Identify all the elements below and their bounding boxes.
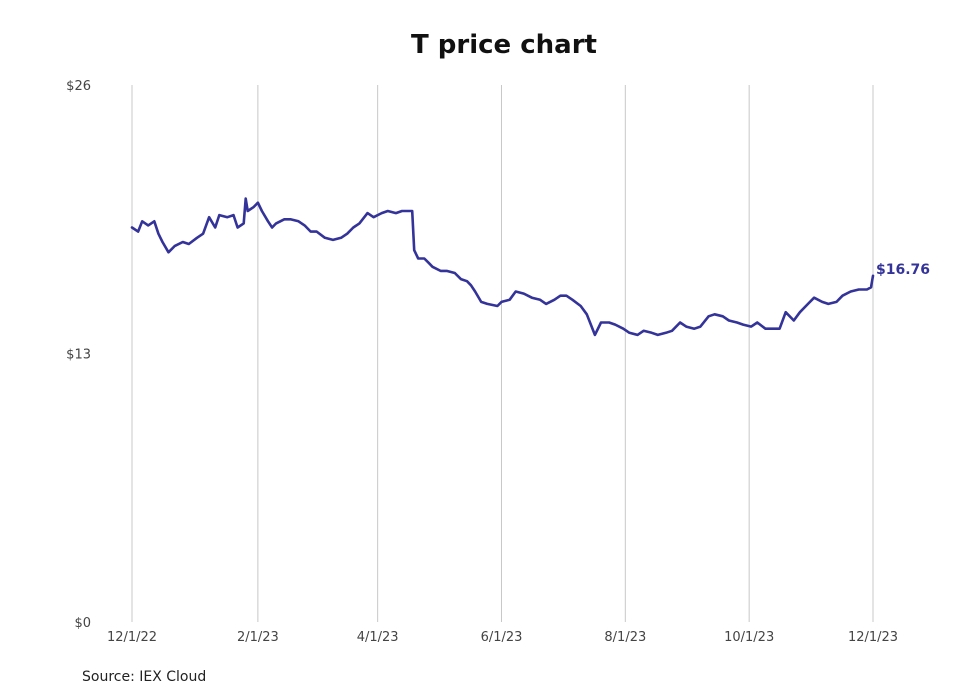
series-layer: $16.76 [130,197,930,337]
source-note: Source: IEX Cloud [82,669,207,685]
x-tick-label: 12/1/23 [848,630,898,645]
y-tick-label: $13 [66,348,91,363]
x-tick-label: 4/1/23 [357,630,399,645]
chart-title: T price chart [411,30,597,60]
x-tick-label: 2/1/23 [237,630,279,645]
x-tick-label: 6/1/23 [481,630,523,645]
x-tick-label: 12/1/22 [107,630,157,645]
price-line [130,197,875,337]
x-tick-label: 10/1/23 [724,630,774,645]
y-tick-label: $26 [66,79,91,94]
y-tick-label: $0 [74,616,91,631]
last-price-label: $16.76 [876,262,930,278]
x-axis-ticks: 12/1/22 2/1/23 4/1/23 6/1/23 8/1/23 10/1/23 12… [107,630,898,645]
y-axis-ticks: $0 $13 $26 [66,79,91,631]
x-tick-label: 8/1/23 [604,630,646,645]
grid-layer [131,85,874,622]
